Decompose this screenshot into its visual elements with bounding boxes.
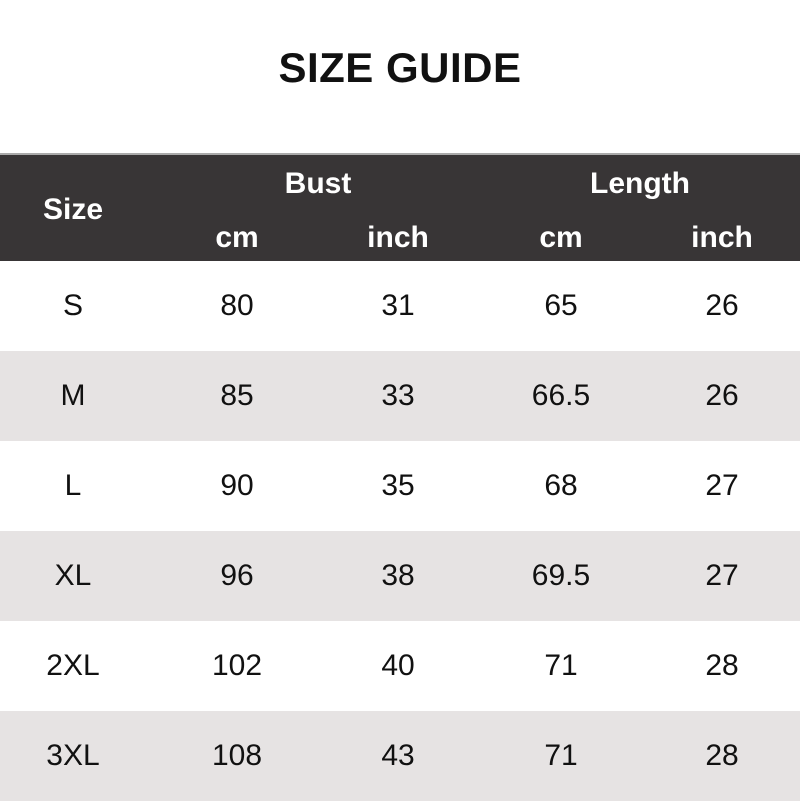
cell-length-inch: 26: [705, 289, 739, 322]
header-length-inch: inch: [691, 221, 753, 254]
table-header: Size Bust Length cm inch cm inch: [0, 153, 800, 261]
cell-bust-inch: 33: [381, 379, 415, 412]
table-row: S 80 31 65 26: [0, 261, 800, 351]
header-bust: Bust: [284, 167, 352, 200]
cell-bust-inch: 35: [381, 469, 415, 502]
cell-length-cm: 69.5: [531, 559, 591, 592]
header-size: Size: [42, 193, 104, 226]
table-row: M 85 33 66.5 26: [0, 351, 800, 441]
cell-length-inch: 28: [705, 739, 739, 772]
cell-length-inch: 27: [705, 469, 739, 502]
cell-length-cm: 66.5: [531, 379, 591, 412]
cell-bust-inch: 43: [381, 739, 415, 772]
cell-length-cm: 65: [544, 289, 578, 322]
cell-size: S: [62, 289, 84, 322]
cell-size: L: [64, 469, 82, 502]
cell-length-inch: 27: [705, 559, 739, 592]
page-title: SIZE GUIDE: [278, 44, 522, 91]
cell-size: 3XL: [46, 739, 100, 772]
header-bust-cm: cm: [215, 221, 259, 254]
table-row: L 90 35 68 27: [0, 441, 800, 531]
cell-size: 2XL: [46, 649, 100, 682]
table-row: 2XL 102 40 71 28: [0, 621, 800, 711]
table-row: XL 96 38 69.5 27: [0, 531, 800, 621]
cell-bust-inch: 38: [381, 559, 415, 592]
cell-bust-inch: 40: [381, 649, 415, 682]
header-length: Length: [590, 167, 690, 200]
cell-bust-cm: 102: [211, 649, 263, 682]
cell-length-inch: 28: [705, 649, 739, 682]
cell-bust-cm: 90: [220, 469, 254, 502]
cell-size: M: [60, 379, 86, 412]
cell-size: XL: [54, 559, 92, 592]
cell-bust-cm: 108: [211, 739, 263, 772]
cell-length-cm: 68: [544, 469, 578, 502]
header-length-cm: cm: [539, 221, 583, 254]
table-row: 3XL 108 43 71 28: [0, 711, 800, 801]
cell-length-cm: 71: [544, 649, 578, 682]
header-bust-inch: inch: [367, 221, 429, 254]
cell-bust-cm: 96: [220, 559, 254, 592]
cell-bust-cm: 85: [220, 379, 254, 412]
cell-bust-cm: 80: [220, 289, 254, 322]
cell-length-inch: 26: [705, 379, 739, 412]
cell-bust-inch: 31: [381, 289, 415, 322]
cell-length-cm: 71: [544, 739, 578, 772]
